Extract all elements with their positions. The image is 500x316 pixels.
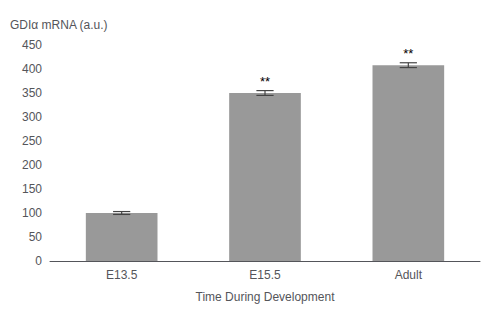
svg-text:250: 250 <box>22 134 42 148</box>
svg-text:150: 150 <box>22 182 42 196</box>
svg-text:400: 400 <box>22 62 42 76</box>
svg-text:**: ** <box>403 46 413 61</box>
svg-text:50: 50 <box>29 230 43 244</box>
svg-text:E15.5: E15.5 <box>249 268 281 282</box>
svg-text:350: 350 <box>22 86 42 100</box>
svg-text:Adult: Adult <box>395 268 423 282</box>
svg-text:E13.5: E13.5 <box>106 268 138 282</box>
svg-text:Time During Development: Time During Development <box>196 290 336 304</box>
svg-text:0: 0 <box>35 254 42 268</box>
svg-text:300: 300 <box>22 110 42 124</box>
svg-text:GDIα mRNA (a.u.): GDIα mRNA (a.u.) <box>10 18 108 32</box>
svg-text:**: ** <box>260 74 270 89</box>
svg-text:450: 450 <box>22 38 42 52</box>
svg-text:100: 100 <box>22 206 42 220</box>
svg-text:200: 200 <box>22 158 42 172</box>
